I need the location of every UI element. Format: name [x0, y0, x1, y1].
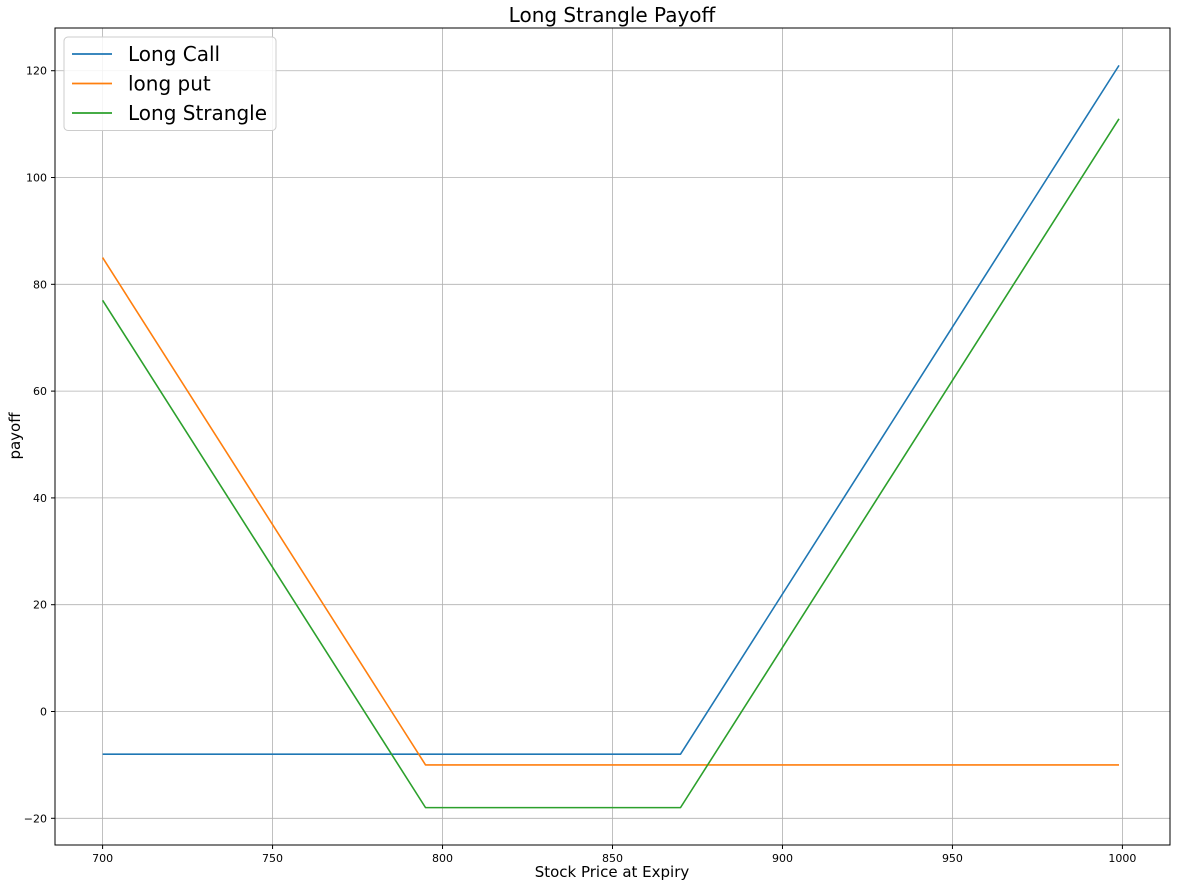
x-tick-label: 850: [602, 852, 623, 865]
y-tick-label: 60: [33, 385, 47, 398]
x-tick-label: 950: [942, 852, 963, 865]
series-line-long-strangle: [101, 118, 1120, 809]
y-tick-label: 100: [26, 172, 47, 185]
x-axis-label: Stock Price at Expiry: [535, 863, 690, 881]
legend: Long Call long put Long Strangle: [63, 36, 277, 131]
y-tick-label: 120: [26, 65, 47, 78]
series-line-long-put: [101, 257, 1120, 766]
legend-label-long-strangle: Long Strangle: [128, 101, 267, 125]
x-tick-label: 800: [432, 852, 453, 865]
y-tick-label: 20: [33, 599, 47, 612]
x-tick-label: 700: [92, 852, 113, 865]
series-line-long-call: [102, 64, 1120, 756]
y-tick-label: 0: [40, 706, 47, 719]
x-tick-label: 750: [262, 852, 283, 865]
x-tick-label: 1000: [1108, 852, 1136, 865]
chart-title: Long Strangle Payoff: [509, 3, 717, 27]
x-tick-label: 900: [772, 852, 793, 865]
y-tick-label: −20: [24, 812, 47, 825]
series-layer: [101, 64, 1120, 809]
y-tick-label: 40: [33, 492, 47, 505]
legend-frame: [63, 36, 277, 131]
legend-label-long-put: long put: [128, 72, 211, 96]
y-axis-label: payoff: [6, 412, 24, 460]
ticks: 700 750 800 850 900 950 1000 −20 0 20 40 60 80 100 120: [24, 65, 1137, 865]
legend-label-long-call: Long Call: [128, 42, 220, 66]
y-tick-label: 80: [33, 278, 47, 291]
grid: [55, 28, 1170, 845]
